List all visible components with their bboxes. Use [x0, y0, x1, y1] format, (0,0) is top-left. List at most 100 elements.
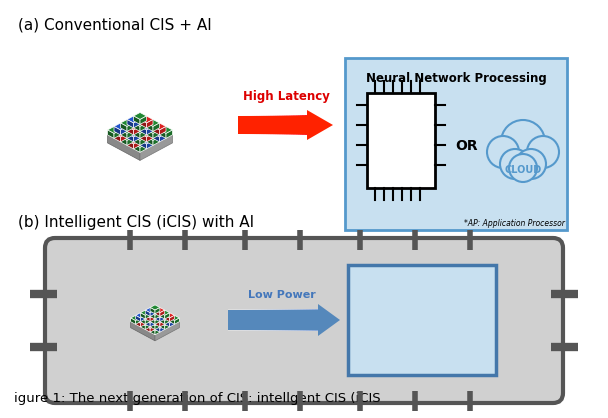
Polygon shape: [134, 112, 147, 120]
FancyArrow shape: [231, 309, 234, 331]
Polygon shape: [145, 310, 150, 316]
Polygon shape: [127, 133, 134, 142]
Polygon shape: [134, 123, 140, 131]
Polygon shape: [145, 321, 150, 327]
Polygon shape: [150, 310, 155, 316]
FancyArrow shape: [275, 115, 277, 135]
Polygon shape: [114, 123, 127, 130]
FancyArrow shape: [240, 309, 243, 331]
Polygon shape: [140, 116, 147, 125]
Circle shape: [516, 149, 546, 179]
Polygon shape: [127, 130, 134, 138]
FancyArrow shape: [289, 115, 291, 135]
Polygon shape: [136, 321, 140, 327]
FancyArrow shape: [255, 309, 258, 331]
Polygon shape: [145, 323, 150, 329]
FancyArrow shape: [282, 309, 285, 331]
Polygon shape: [120, 127, 127, 135]
Polygon shape: [140, 321, 150, 326]
Polygon shape: [165, 318, 174, 323]
Polygon shape: [134, 140, 147, 148]
Polygon shape: [140, 135, 173, 161]
FancyArrow shape: [234, 309, 237, 331]
Circle shape: [509, 154, 537, 182]
Polygon shape: [145, 315, 150, 322]
Polygon shape: [127, 137, 140, 144]
Polygon shape: [145, 318, 155, 323]
FancyArrow shape: [273, 309, 276, 331]
Polygon shape: [145, 313, 150, 319]
Polygon shape: [153, 127, 159, 135]
FancyArrow shape: [284, 115, 286, 135]
Polygon shape: [134, 127, 147, 133]
Polygon shape: [160, 326, 165, 332]
Polygon shape: [140, 123, 147, 131]
FancyArrow shape: [228, 309, 231, 331]
Polygon shape: [134, 140, 140, 149]
Polygon shape: [150, 326, 155, 332]
Polygon shape: [160, 318, 165, 324]
FancyArrow shape: [268, 115, 270, 135]
Polygon shape: [131, 315, 140, 321]
Polygon shape: [140, 123, 153, 130]
FancyArrow shape: [282, 115, 284, 135]
FancyArrow shape: [272, 115, 275, 135]
Polygon shape: [155, 313, 160, 319]
Polygon shape: [145, 308, 155, 313]
Text: (b) Intelligent CIS (iCIS) with AI: (b) Intelligent CIS (iCIS) with AI: [18, 215, 254, 230]
Polygon shape: [165, 321, 170, 327]
Polygon shape: [147, 123, 153, 131]
Polygon shape: [160, 321, 170, 326]
Polygon shape: [160, 315, 165, 322]
FancyArrow shape: [279, 309, 282, 331]
Polygon shape: [153, 123, 166, 130]
Circle shape: [487, 136, 519, 168]
FancyArrow shape: [291, 309, 294, 331]
Polygon shape: [114, 130, 120, 138]
Polygon shape: [140, 137, 153, 144]
FancyArrow shape: [238, 115, 240, 135]
Polygon shape: [136, 318, 145, 323]
FancyArrow shape: [257, 115, 258, 135]
Polygon shape: [170, 315, 174, 322]
Polygon shape: [140, 116, 153, 123]
Polygon shape: [155, 315, 160, 322]
Polygon shape: [114, 133, 120, 142]
Polygon shape: [114, 130, 127, 137]
FancyArrow shape: [267, 309, 270, 331]
Polygon shape: [155, 318, 160, 324]
Polygon shape: [160, 313, 165, 319]
Polygon shape: [140, 323, 145, 329]
Polygon shape: [140, 318, 145, 324]
FancyArrow shape: [306, 309, 309, 331]
Polygon shape: [159, 133, 166, 142]
Polygon shape: [147, 127, 153, 135]
FancyArrow shape: [270, 309, 273, 331]
Circle shape: [501, 120, 545, 164]
Polygon shape: [153, 133, 159, 142]
Polygon shape: [150, 308, 155, 314]
Polygon shape: [150, 321, 155, 327]
Polygon shape: [120, 123, 127, 131]
Polygon shape: [134, 127, 140, 135]
Polygon shape: [134, 130, 140, 138]
Polygon shape: [150, 310, 160, 315]
FancyArrow shape: [297, 309, 300, 331]
Polygon shape: [127, 140, 134, 149]
FancyArrow shape: [300, 309, 303, 331]
FancyArrow shape: [243, 309, 246, 331]
Polygon shape: [150, 315, 160, 321]
Polygon shape: [165, 318, 170, 324]
FancyArrow shape: [303, 309, 306, 331]
FancyArrow shape: [302, 115, 305, 135]
Polygon shape: [155, 329, 160, 335]
Polygon shape: [145, 318, 150, 324]
FancyArrow shape: [298, 115, 300, 135]
FancyBboxPatch shape: [345, 58, 567, 230]
Polygon shape: [131, 322, 155, 341]
Polygon shape: [160, 321, 165, 327]
Polygon shape: [127, 137, 134, 145]
Polygon shape: [155, 323, 165, 329]
Polygon shape: [165, 315, 170, 322]
FancyArrow shape: [261, 309, 264, 331]
